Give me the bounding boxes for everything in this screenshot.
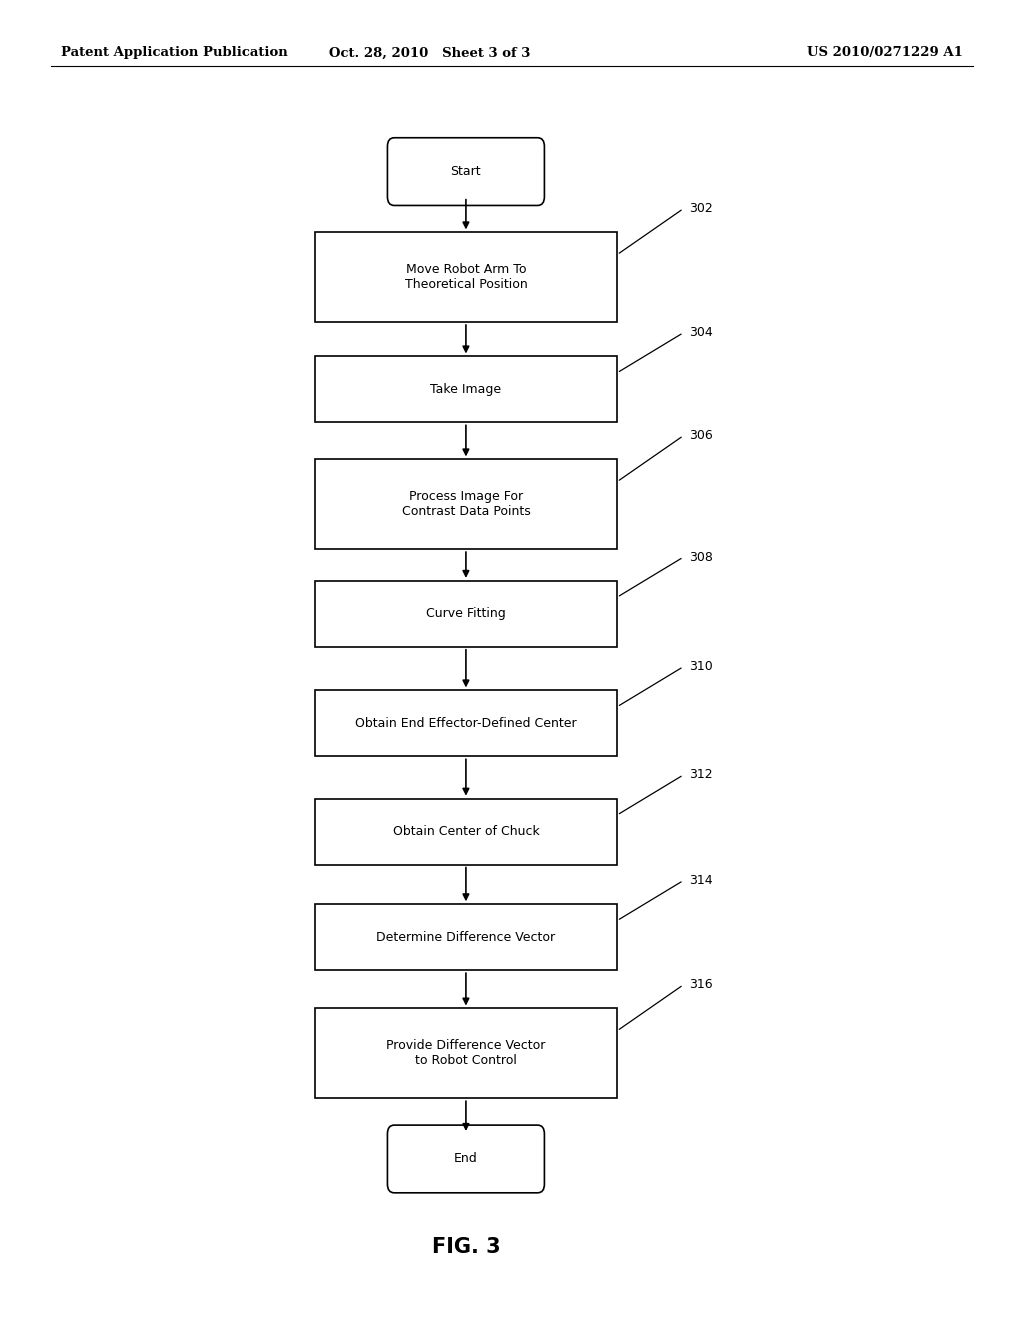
FancyBboxPatch shape <box>315 356 616 422</box>
Text: Obtain End Effector-Defined Center: Obtain End Effector-Defined Center <box>355 717 577 730</box>
Text: Obtain Center of Chuck: Obtain Center of Chuck <box>392 825 540 838</box>
Text: 304: 304 <box>688 326 713 339</box>
Text: 302: 302 <box>688 202 713 215</box>
Text: Provide Difference Vector
to Robot Control: Provide Difference Vector to Robot Contr… <box>386 1039 546 1068</box>
FancyBboxPatch shape <box>315 690 616 756</box>
Text: Process Image For
Contrast Data Points: Process Image For Contrast Data Points <box>401 490 530 519</box>
Text: FIG. 3: FIG. 3 <box>431 1237 501 1258</box>
Text: 308: 308 <box>688 550 713 564</box>
FancyBboxPatch shape <box>315 581 616 647</box>
FancyBboxPatch shape <box>315 904 616 970</box>
FancyBboxPatch shape <box>315 459 616 549</box>
Text: Take Image: Take Image <box>430 383 502 396</box>
FancyBboxPatch shape <box>387 137 545 206</box>
FancyBboxPatch shape <box>315 799 616 865</box>
FancyBboxPatch shape <box>387 1125 545 1193</box>
Text: 310: 310 <box>688 660 713 673</box>
Text: Start: Start <box>451 165 481 178</box>
Text: Patent Application Publication: Patent Application Publication <box>61 46 288 59</box>
Text: Curve Fitting: Curve Fitting <box>426 607 506 620</box>
Text: 312: 312 <box>688 768 713 781</box>
Text: Move Robot Arm To
Theoretical Position: Move Robot Arm To Theoretical Position <box>404 263 527 292</box>
Text: US 2010/0271229 A1: US 2010/0271229 A1 <box>807 46 963 59</box>
Text: 316: 316 <box>688 978 713 991</box>
Text: Determine Difference Vector: Determine Difference Vector <box>377 931 555 944</box>
Text: 306: 306 <box>688 429 713 442</box>
Text: End: End <box>454 1152 478 1166</box>
FancyBboxPatch shape <box>315 1008 616 1098</box>
FancyBboxPatch shape <box>315 232 616 322</box>
Text: 314: 314 <box>688 874 713 887</box>
Text: Oct. 28, 2010   Sheet 3 of 3: Oct. 28, 2010 Sheet 3 of 3 <box>330 46 530 59</box>
